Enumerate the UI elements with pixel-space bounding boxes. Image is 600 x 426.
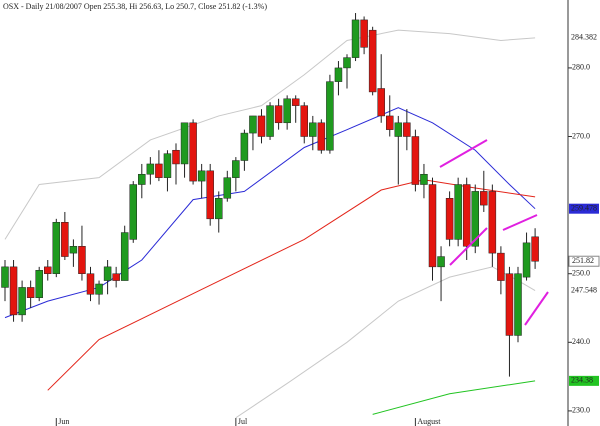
candle-body — [240, 132, 249, 161]
candle-body — [309, 122, 317, 137]
x-tick-label: Jul — [238, 417, 248, 426]
end-label-box — [569, 203, 599, 214]
candle-body — [386, 115, 394, 130]
overlay-line — [4, 29, 536, 240]
y-tick-label: 250.0 — [572, 269, 590, 278]
candle-body — [18, 287, 26, 316]
candle-body — [420, 173, 428, 185]
candle-body — [394, 122, 403, 137]
candle-body — [189, 122, 197, 182]
candle-body — [403, 122, 411, 137]
chart-title: OSX - Daily 21/08/2007 Open 255.38, Hi 2… — [3, 2, 267, 11]
trend-line — [524, 291, 549, 326]
candle-body — [266, 105, 274, 137]
candle-body — [488, 191, 497, 254]
candle-body — [377, 88, 385, 117]
candle-body — [112, 273, 120, 281]
candle-body — [146, 163, 155, 175]
candle-body — [52, 222, 61, 274]
candle-body — [215, 198, 223, 220]
candle-body — [360, 19, 368, 48]
candle-body — [471, 191, 479, 247]
candle-body — [411, 136, 420, 185]
candle-body — [522, 242, 531, 278]
trend-line — [502, 214, 538, 231]
candle-body — [531, 236, 539, 262]
candle-body — [206, 170, 214, 220]
candle-body — [129, 184, 137, 240]
candle-body — [86, 273, 95, 295]
candle-body — [326, 81, 334, 151]
candle-body — [291, 98, 300, 106]
candle-body — [317, 122, 326, 151]
candle-body — [197, 170, 206, 182]
candle-body — [437, 256, 445, 268]
candle-body — [95, 283, 103, 295]
y-tick-label: 230.0 — [572, 406, 590, 415]
candle-body — [163, 153, 172, 178]
candle-body — [300, 105, 308, 137]
overlay-line — [372, 380, 536, 415]
candle-body — [1, 266, 9, 288]
candle-body — [454, 184, 462, 240]
candle-body — [368, 29, 377, 93]
candle-body — [445, 198, 454, 240]
trend-line — [449, 227, 488, 266]
candle-body — [462, 184, 471, 247]
candle-body — [26, 287, 35, 298]
overlay-line — [235, 266, 536, 419]
end-label: 234.38 — [571, 376, 593, 385]
candle-body — [78, 246, 86, 274]
close-label: 251.82 — [572, 256, 594, 265]
candle-body — [283, 98, 291, 124]
candle-body — [428, 184, 437, 268]
candle-body — [480, 191, 488, 206]
candle-body — [505, 273, 514, 336]
trend-line — [439, 139, 488, 168]
y-tick-label: 280.0 — [572, 63, 590, 72]
trend-annotations — [439, 139, 549, 326]
candle-body — [103, 266, 112, 281]
candle-body — [274, 105, 283, 124]
y-tick-label: 240.0 — [572, 337, 590, 346]
end-label: 259.478 — [571, 204, 597, 213]
candle-body — [180, 122, 189, 165]
y-tick-label: 270.0 — [572, 131, 590, 140]
candle-body — [343, 57, 351, 69]
candle-body — [35, 270, 43, 298]
candle-body — [9, 266, 18, 316]
x-tick-label: Jun — [58, 417, 69, 426]
x-tick-label: August — [417, 417, 441, 426]
candle-body — [249, 115, 257, 134]
candle-body — [223, 177, 232, 199]
candle-body — [120, 232, 129, 281]
candle-body — [497, 252, 505, 281]
candle-body — [138, 173, 146, 185]
candle-body — [257, 115, 266, 137]
end-label: 247.548 — [571, 285, 597, 294]
close-label-box — [568, 255, 600, 267]
plot-area — [1, 13, 539, 419]
candle-body — [69, 246, 78, 254]
candle-body — [232, 160, 240, 178]
end-label-box — [569, 375, 599, 386]
end-label: 284.382 — [571, 33, 597, 42]
candle-body — [334, 67, 343, 82]
candle-body — [61, 222, 69, 257]
candle-body — [172, 149, 180, 165]
candle-body — [44, 266, 52, 274]
candle-body — [514, 273, 522, 336]
candle-body — [351, 19, 360, 58]
candle-body — [155, 163, 163, 178]
